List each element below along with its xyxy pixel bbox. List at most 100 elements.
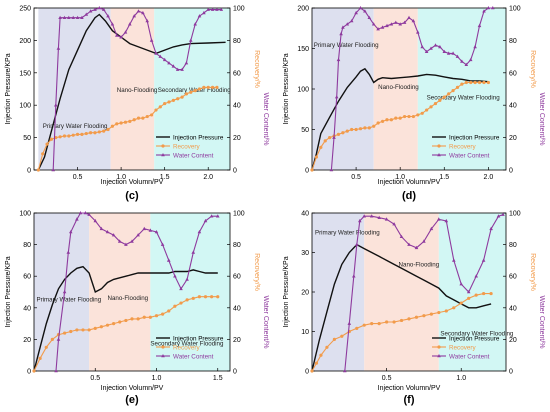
y-left-tick-label: 0 xyxy=(27,369,31,376)
recovery-point xyxy=(71,133,75,137)
recovery-point xyxy=(44,345,48,349)
water-content-point xyxy=(124,242,128,246)
recovery-point xyxy=(425,108,429,112)
x-tick-label: 1.0 xyxy=(152,375,162,382)
water-content-point xyxy=(392,222,396,226)
water-content-point xyxy=(474,274,478,278)
recovery-point xyxy=(399,318,404,323)
recovery-point xyxy=(176,97,180,101)
water-content-point xyxy=(203,218,208,223)
water-content-point xyxy=(197,230,202,234)
water-content-point xyxy=(149,38,154,42)
recovery-point xyxy=(437,310,441,315)
recovery-point xyxy=(41,152,45,156)
water-content-point xyxy=(354,10,358,15)
water-content-point xyxy=(486,6,491,10)
recovery-point xyxy=(87,328,91,332)
water-content-point xyxy=(438,44,442,49)
region-label: Primary Water Flooding xyxy=(315,230,380,237)
y-left-axis-label: Injection Pressure/KPa xyxy=(283,53,290,124)
legend-label: Water Content xyxy=(173,152,214,159)
water-content-point xyxy=(468,57,473,62)
recovery-point xyxy=(38,356,42,360)
region-label: Primary Water Flooding xyxy=(36,296,101,303)
water-content-point xyxy=(452,258,456,262)
water-content-point xyxy=(119,35,123,39)
recovery-point xyxy=(50,337,54,341)
recovery-point xyxy=(154,314,159,318)
water-content-point xyxy=(362,214,366,218)
legend-marker xyxy=(161,144,165,148)
water-content-point xyxy=(184,61,189,65)
water-content-point xyxy=(97,6,102,10)
water-content-point xyxy=(87,212,91,216)
x-tick-label: 1.5 xyxy=(160,174,170,181)
recovery-point xyxy=(193,89,197,93)
recovery-point xyxy=(81,328,85,332)
water-content-point xyxy=(385,23,389,28)
water-content-point xyxy=(459,282,463,286)
water-content-point xyxy=(355,242,359,246)
y-right-tick-label: 40 xyxy=(509,305,517,312)
recovery-point xyxy=(314,361,319,365)
water-content-point xyxy=(349,19,354,23)
recovery-point xyxy=(115,122,119,126)
y-right-tick-label: 60 xyxy=(509,70,517,77)
y-right-tick-label: 60 xyxy=(233,70,241,77)
recovery-point xyxy=(310,369,314,373)
water-content-point xyxy=(219,7,224,11)
water-content-point xyxy=(341,25,345,29)
legend-label: Injection Pressure xyxy=(173,335,224,342)
region-label: Primary Water Flooding xyxy=(43,123,108,130)
region-nano xyxy=(373,8,418,170)
y-left-tick-label: 60 xyxy=(23,274,31,281)
y-left-tick-label: 80 xyxy=(23,242,31,249)
plot-frame xyxy=(33,7,231,171)
water-content-point xyxy=(496,214,501,218)
legend-label: Injection Pressure xyxy=(173,134,224,141)
water-content-point xyxy=(429,226,434,231)
y-left-tick-label: 10 xyxy=(301,329,309,336)
recovery-point xyxy=(150,113,154,117)
y-left-tick-label: 20 xyxy=(23,337,31,344)
legend-marker xyxy=(437,144,441,148)
water-content-point xyxy=(173,274,177,278)
region-label: Secondary Water Flooding xyxy=(427,95,501,102)
water-content-point xyxy=(130,239,134,243)
water-content-point xyxy=(132,14,136,18)
recovery-point xyxy=(184,92,189,96)
y-left-tick-label: 0 xyxy=(305,168,309,175)
recovery-point xyxy=(350,127,354,132)
recovery-point xyxy=(102,129,106,133)
recovery-point xyxy=(69,329,73,334)
water-content-point xyxy=(142,226,147,231)
recovery-point xyxy=(163,101,167,106)
water-content-point xyxy=(84,12,89,16)
water-content-point xyxy=(424,49,429,53)
recovery-point xyxy=(112,322,116,326)
region-nano xyxy=(89,213,151,371)
recovery-point xyxy=(482,291,486,296)
y-left-tick-label: 100 xyxy=(19,211,31,218)
recovery-point xyxy=(167,100,171,104)
y-right-tick-label: 20 xyxy=(509,337,517,344)
x-tick-label: 0.5 xyxy=(90,375,100,382)
recovery-point xyxy=(328,136,332,140)
legend-label: Recovery xyxy=(173,344,200,351)
recovery-point xyxy=(89,131,93,135)
legend-label: Injection Pressure xyxy=(449,335,500,342)
recovery-point xyxy=(407,317,411,321)
water-content-point xyxy=(193,22,197,26)
y-right-tick-label: 40 xyxy=(509,103,517,110)
y-right-tick-label: 60 xyxy=(509,274,517,281)
recovery-point xyxy=(75,328,79,332)
y-right-recovery-label: Recovery/% xyxy=(529,50,536,88)
recovery-point xyxy=(429,105,433,109)
recovery-point xyxy=(392,320,396,324)
water-content-point xyxy=(197,14,202,18)
x-tick-label: 0.5 xyxy=(382,375,392,382)
y-right-tick-label: 60 xyxy=(233,274,241,281)
recovery-point xyxy=(354,127,358,132)
recovery-point xyxy=(442,95,446,99)
recovery-point xyxy=(148,315,152,319)
